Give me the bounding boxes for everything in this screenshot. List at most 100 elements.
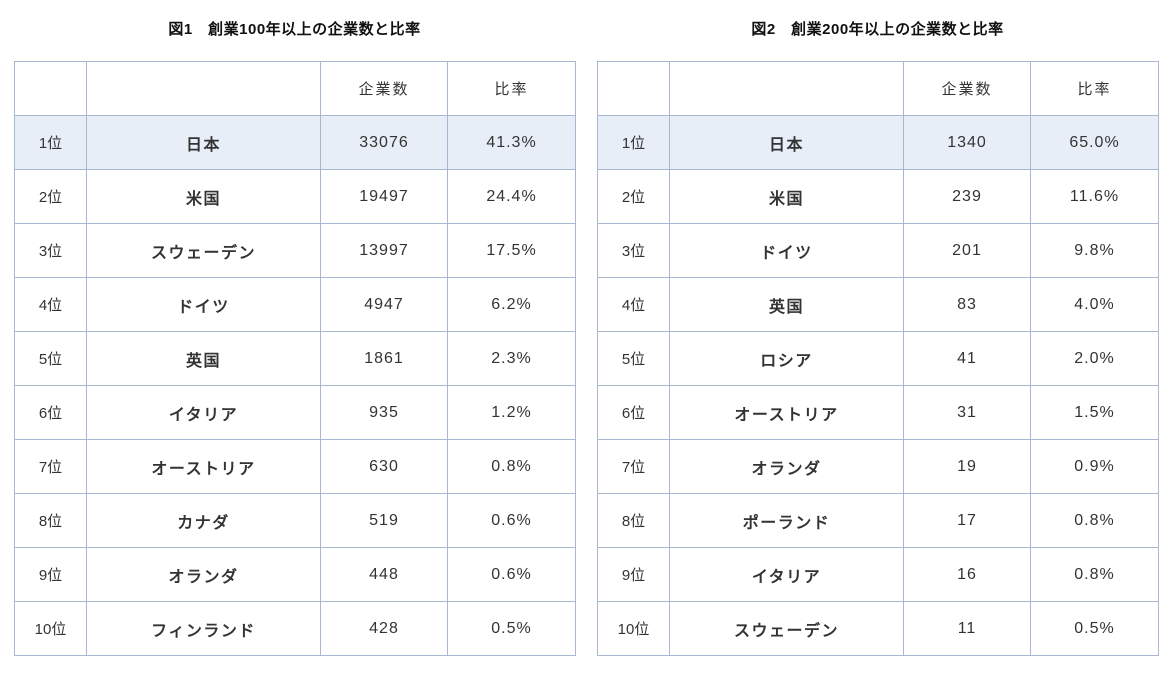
company-count-cell: 1340 xyxy=(903,115,1031,170)
ratio-cell: 4.0% xyxy=(1030,277,1159,332)
ratio-cell: 2.0% xyxy=(1030,331,1159,386)
country-cell: 米国 xyxy=(86,169,321,224)
table-row: 7位 オランダ 19 0.9% xyxy=(597,439,1159,494)
company-count-cell: 201 xyxy=(903,223,1031,278)
table-row: 6位 オーストリア 31 1.5% xyxy=(597,385,1159,440)
country-cell: フィンランド xyxy=(86,601,321,656)
company-count-cell: 19497 xyxy=(320,169,448,224)
country-cell: イタリア xyxy=(669,547,904,602)
rank-cell: 7位 xyxy=(14,439,87,494)
header-row: 企業数 比率 xyxy=(14,61,576,116)
company-count-cell: 17 xyxy=(903,493,1031,548)
table-row: 2位 米国 239 11.6% xyxy=(597,169,1159,224)
company-count-cell: 239 xyxy=(903,169,1031,224)
table-row: 2位 米国 19497 24.4% xyxy=(14,169,576,224)
figure-2: 図2 創業200年以上の企業数と比率 企業数 比率 1位 日本 1340 65.0% 2… xyxy=(597,10,1159,656)
country-cell: オランダ xyxy=(669,439,904,494)
company-count-cell: 428 xyxy=(320,601,448,656)
rank-cell: 9位 xyxy=(14,547,87,602)
header-country xyxy=(669,61,904,116)
header-company-count: 企業数 xyxy=(903,61,1031,116)
country-cell: ドイツ xyxy=(669,223,904,278)
table-row: 8位 ポーランド 17 0.8% xyxy=(597,493,1159,548)
rank-cell: 1位 xyxy=(14,115,87,170)
rank-cell: 5位 xyxy=(14,331,87,386)
country-cell: オーストリア xyxy=(669,385,904,440)
ratio-cell: 1.2% xyxy=(447,385,576,440)
company-count-cell: 448 xyxy=(320,547,448,602)
ratio-cell: 0.8% xyxy=(1030,493,1159,548)
country-cell: 英国 xyxy=(86,331,321,386)
rank-cell: 8位 xyxy=(597,493,670,548)
country-cell: スウェーデン xyxy=(669,601,904,656)
company-count-cell: 16 xyxy=(903,547,1031,602)
company-count-cell: 4947 xyxy=(320,277,448,332)
table-row: 1位 日本 33076 41.3% xyxy=(14,115,576,170)
figure-1-table-body: 1位 日本 33076 41.3% 2位 米国 19497 24.4% 3位 スウェーデン 1399… xyxy=(14,115,576,656)
header-country xyxy=(86,61,321,116)
country-cell: 英国 xyxy=(669,277,904,332)
rank-cell: 8位 xyxy=(14,493,87,548)
ratio-cell: 0.6% xyxy=(447,493,576,548)
header-ratio: 比率 xyxy=(447,61,576,116)
table-row: 3位 スウェーデン 13997 17.5% xyxy=(14,223,576,278)
country-cell: スウェーデン xyxy=(86,223,321,278)
rank-cell: 10位 xyxy=(14,601,87,656)
table-row: 3位 ドイツ 201 9.8% xyxy=(597,223,1159,278)
rank-cell: 7位 xyxy=(597,439,670,494)
country-cell: 日本 xyxy=(86,115,321,170)
table-row: 1位 日本 1340 65.0% xyxy=(597,115,1159,170)
company-count-cell: 13997 xyxy=(320,223,448,278)
rank-cell: 3位 xyxy=(14,223,87,278)
header-company-count: 企業数 xyxy=(320,61,448,116)
country-cell: 米国 xyxy=(669,169,904,224)
ratio-cell: 41.3% xyxy=(447,115,576,170)
table-row: 4位 英国 83 4.0% xyxy=(597,277,1159,332)
company-count-cell: 41 xyxy=(903,331,1031,386)
table-row: 9位 オランダ 448 0.6% xyxy=(14,547,576,602)
company-count-cell: 83 xyxy=(903,277,1031,332)
country-cell: 日本 xyxy=(669,115,904,170)
company-count-cell: 19 xyxy=(903,439,1031,494)
ratio-cell: 17.5% xyxy=(447,223,576,278)
ratio-cell: 65.0% xyxy=(1030,115,1159,170)
ratio-cell: 11.6% xyxy=(1030,169,1159,224)
company-count-cell: 33076 xyxy=(320,115,448,170)
ratio-cell: 24.4% xyxy=(447,169,576,224)
table-row: 7位 オーストリア 630 0.8% xyxy=(14,439,576,494)
table-row: 6位 イタリア 935 1.2% xyxy=(14,385,576,440)
ratio-cell: 0.8% xyxy=(1030,547,1159,602)
company-count-cell: 630 xyxy=(320,439,448,494)
ratio-cell: 2.3% xyxy=(447,331,576,386)
table-row: 4位 ドイツ 4947 6.2% xyxy=(14,277,576,332)
country-cell: ポーランド xyxy=(669,493,904,548)
rank-cell: 2位 xyxy=(597,169,670,224)
header-ratio: 比率 xyxy=(1030,61,1159,116)
country-cell: ドイツ xyxy=(86,277,321,332)
rank-cell: 6位 xyxy=(14,385,87,440)
company-count-cell: 519 xyxy=(320,493,448,548)
rank-cell: 2位 xyxy=(14,169,87,224)
rank-cell: 6位 xyxy=(597,385,670,440)
company-count-cell: 1861 xyxy=(320,331,448,386)
ratio-cell: 1.5% xyxy=(1030,385,1159,440)
country-cell: オーストリア xyxy=(86,439,321,494)
rank-cell: 4位 xyxy=(14,277,87,332)
rank-cell: 4位 xyxy=(597,277,670,332)
country-cell: ロシア xyxy=(669,331,904,386)
company-count-cell: 31 xyxy=(903,385,1031,440)
table-row: 10位 フィンランド 428 0.5% xyxy=(14,601,576,656)
ratio-cell: 0.6% xyxy=(447,547,576,602)
ratio-cell: 0.8% xyxy=(447,439,576,494)
table-row: 5位 ロシア 41 2.0% xyxy=(597,331,1159,386)
table-row: 10位 スウェーデン 11 0.5% xyxy=(597,601,1159,656)
header-rank xyxy=(14,61,87,116)
rank-cell: 1位 xyxy=(597,115,670,170)
company-count-cell: 11 xyxy=(903,601,1031,656)
figure-1-title: 図1 創業100年以上の企業数と比率 xyxy=(168,21,421,38)
country-cell: オランダ xyxy=(86,547,321,602)
table-row: 5位 英国 1861 2.3% xyxy=(14,331,576,386)
rank-cell: 3位 xyxy=(597,223,670,278)
ratio-cell: 0.5% xyxy=(447,601,576,656)
